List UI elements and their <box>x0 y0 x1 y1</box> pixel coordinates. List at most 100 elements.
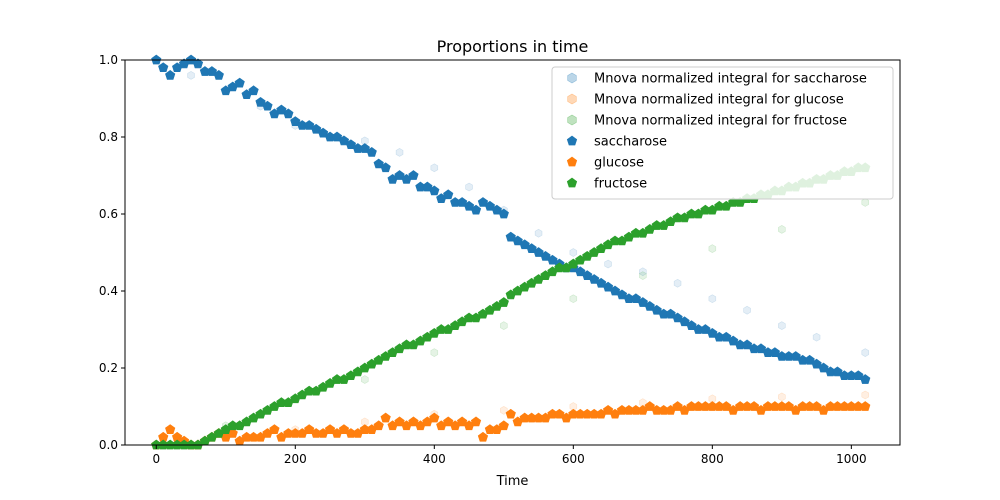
legend-entry: Mnova normalized integral for glucose <box>567 93 844 108</box>
legend-entry: fructose <box>566 177 647 192</box>
data-point <box>255 96 266 107</box>
data-point <box>616 289 628 300</box>
data-point <box>540 250 551 261</box>
data-point <box>743 305 751 315</box>
data-point <box>778 225 786 234</box>
data-point <box>304 424 315 434</box>
data-point <box>456 197 468 207</box>
data-point <box>811 358 822 369</box>
data-point <box>853 370 864 381</box>
data-point <box>569 294 578 304</box>
data-point <box>500 321 508 330</box>
legend-entry: Mnova normalized integral for fructose <box>567 114 847 129</box>
data-point <box>498 297 509 307</box>
data-point <box>741 339 753 350</box>
data-point <box>269 424 280 434</box>
data-point <box>526 243 537 253</box>
data-point <box>500 406 508 415</box>
data-point <box>276 104 287 115</box>
data-point <box>304 120 315 130</box>
data-point <box>512 235 523 246</box>
data-point <box>804 354 815 365</box>
legend-entry: saccharose <box>566 135 667 150</box>
data-point <box>860 401 871 411</box>
data-point <box>359 143 370 153</box>
data-point <box>465 182 473 192</box>
x-axis-title: Time <box>496 474 529 489</box>
data-point <box>533 247 544 257</box>
data-point <box>361 375 369 384</box>
y-tick-label: 1.0 <box>99 53 118 67</box>
data-point <box>673 278 682 288</box>
y-tick-label: 0.0 <box>99 438 118 452</box>
data-point <box>158 62 169 73</box>
data-point <box>345 139 357 150</box>
y-tick-label: 0.4 <box>99 284 118 298</box>
data-point <box>505 408 516 419</box>
axes: 0 200 400 600 800 1000 0.0 0.2 0.4 0.6 0.8 1.0 <box>99 53 901 466</box>
legend-entry: Mnova normalized integral for saccharose <box>567 72 867 87</box>
data-point <box>505 231 516 242</box>
data-point <box>700 324 711 334</box>
data-point <box>639 267 647 277</box>
data-point <box>165 70 176 80</box>
data-point <box>408 416 419 427</box>
data-point <box>477 431 489 442</box>
data-point <box>395 148 404 157</box>
data-point <box>728 335 739 346</box>
legend-marker <box>567 114 577 126</box>
data-point <box>456 416 468 427</box>
data-point <box>672 312 683 323</box>
data-point <box>609 285 621 296</box>
data-point <box>262 100 273 111</box>
data-point <box>812 332 821 342</box>
x-tick-label: 1000 <box>836 452 867 466</box>
data-point <box>630 293 641 304</box>
data-point <box>707 327 718 338</box>
y-tick-label: 0.2 <box>99 361 118 375</box>
data-point <box>818 362 829 373</box>
data-point <box>498 208 509 219</box>
data-point <box>665 308 676 319</box>
data-point <box>408 170 419 180</box>
data-point <box>519 239 530 250</box>
data-point <box>463 200 475 211</box>
data-point <box>283 108 294 119</box>
data-point <box>234 77 245 88</box>
data-point <box>470 204 482 215</box>
data-point <box>187 71 195 80</box>
data-point <box>324 424 336 434</box>
data-point <box>429 185 440 196</box>
data-point <box>748 401 760 411</box>
data-point <box>575 266 586 277</box>
y-tick-label: 0.8 <box>99 130 118 144</box>
data-point <box>860 374 871 384</box>
data-point <box>165 424 176 434</box>
data-point <box>547 254 558 265</box>
data-point <box>206 66 217 76</box>
plot-area <box>151 54 871 450</box>
legend-label: glucose <box>594 156 644 171</box>
data-point <box>213 70 224 80</box>
data-point <box>394 170 405 180</box>
data-point <box>429 412 440 423</box>
x-tick-label: 600 <box>562 452 585 466</box>
data-point <box>373 158 384 169</box>
data-point <box>832 366 843 377</box>
data-point <box>430 348 439 357</box>
data-point <box>596 277 607 288</box>
legend-box <box>551 66 894 200</box>
data-point <box>861 198 870 207</box>
data-point <box>721 331 732 342</box>
data-point <box>708 244 717 253</box>
legend: Mnova normalized integral for saccharose… <box>551 66 894 200</box>
y-tick-label: 0.6 <box>99 207 118 221</box>
data-point <box>498 420 509 431</box>
legend-label: Mnova normalized integral for saccharose <box>594 72 867 87</box>
data-point <box>338 424 350 434</box>
data-point <box>790 351 801 361</box>
data-point <box>338 135 350 146</box>
data-point <box>331 131 343 142</box>
data-point <box>679 316 690 327</box>
series-4 <box>151 401 871 450</box>
